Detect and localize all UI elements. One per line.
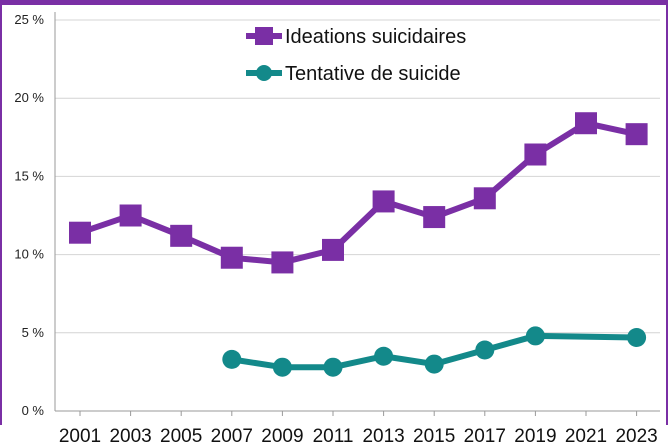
data-point <box>170 224 193 247</box>
data-point <box>69 221 91 244</box>
legend-marker <box>255 27 273 45</box>
data-point <box>473 187 496 210</box>
x-tick-label: 2005 <box>160 426 202 446</box>
left-accent-bar <box>0 5 2 425</box>
data-point <box>323 357 343 377</box>
data-point <box>322 238 344 261</box>
data-point <box>119 204 142 227</box>
y-tick-label: 20 % <box>14 90 44 105</box>
legend-label: Ideations suicidaires <box>285 26 466 48</box>
x-tick-label: 2019 <box>514 426 556 446</box>
data-point <box>220 246 243 269</box>
legend-marker <box>256 65 272 81</box>
data-point <box>271 251 294 274</box>
data-point <box>272 357 292 377</box>
x-tick-label: 2007 <box>211 426 253 446</box>
data-point <box>424 354 444 374</box>
x-tick-label: 2001 <box>59 426 101 446</box>
y-tick-label: 10 % <box>14 247 44 262</box>
series-2 <box>222 326 647 377</box>
x-tick-label: 2009 <box>261 426 303 446</box>
data-point <box>475 340 495 360</box>
axes: 0 % 5 % 10 % 15 % 20 % 25 % 2001 2003 2005 2007 20… <box>14 12 660 446</box>
data-point <box>372 190 395 213</box>
series-1 <box>69 112 648 274</box>
x-tick-label: 2015 <box>413 426 455 446</box>
y-tick-label: 5 % <box>22 325 45 340</box>
x-tick-label: 2017 <box>464 426 506 446</box>
top-accent-bar <box>0 0 668 5</box>
series-layer <box>69 112 648 377</box>
y-tick-label: 0 % <box>22 403 45 418</box>
series-line <box>79 120 638 266</box>
y-tick-label: 15 % <box>14 168 44 183</box>
x-tick-label: 2011 <box>313 426 354 446</box>
data-point <box>423 206 446 229</box>
legend: Ideations suicidaires Tentative de suicid… <box>246 26 466 85</box>
data-point <box>625 123 648 146</box>
data-point <box>374 346 394 366</box>
legend-entry: Ideations suicidaires <box>246 26 466 48</box>
data-point <box>627 327 647 347</box>
x-tick-label: 2023 <box>615 426 657 446</box>
x-tick-label: 2013 <box>362 426 404 446</box>
legend-label: Tentative de suicide <box>285 63 461 85</box>
y-tick-label: 25 % <box>14 12 44 27</box>
legend-entry: Tentative de suicide <box>246 63 461 85</box>
data-point <box>525 326 545 346</box>
x-tick-label: 2021 <box>565 426 607 446</box>
right-accent-bar <box>666 5 668 425</box>
grid-lines <box>55 19 660 334</box>
data-point <box>575 112 597 135</box>
x-tick-label: 2003 <box>109 426 151 446</box>
data-point <box>524 143 547 166</box>
data-point <box>222 349 242 369</box>
